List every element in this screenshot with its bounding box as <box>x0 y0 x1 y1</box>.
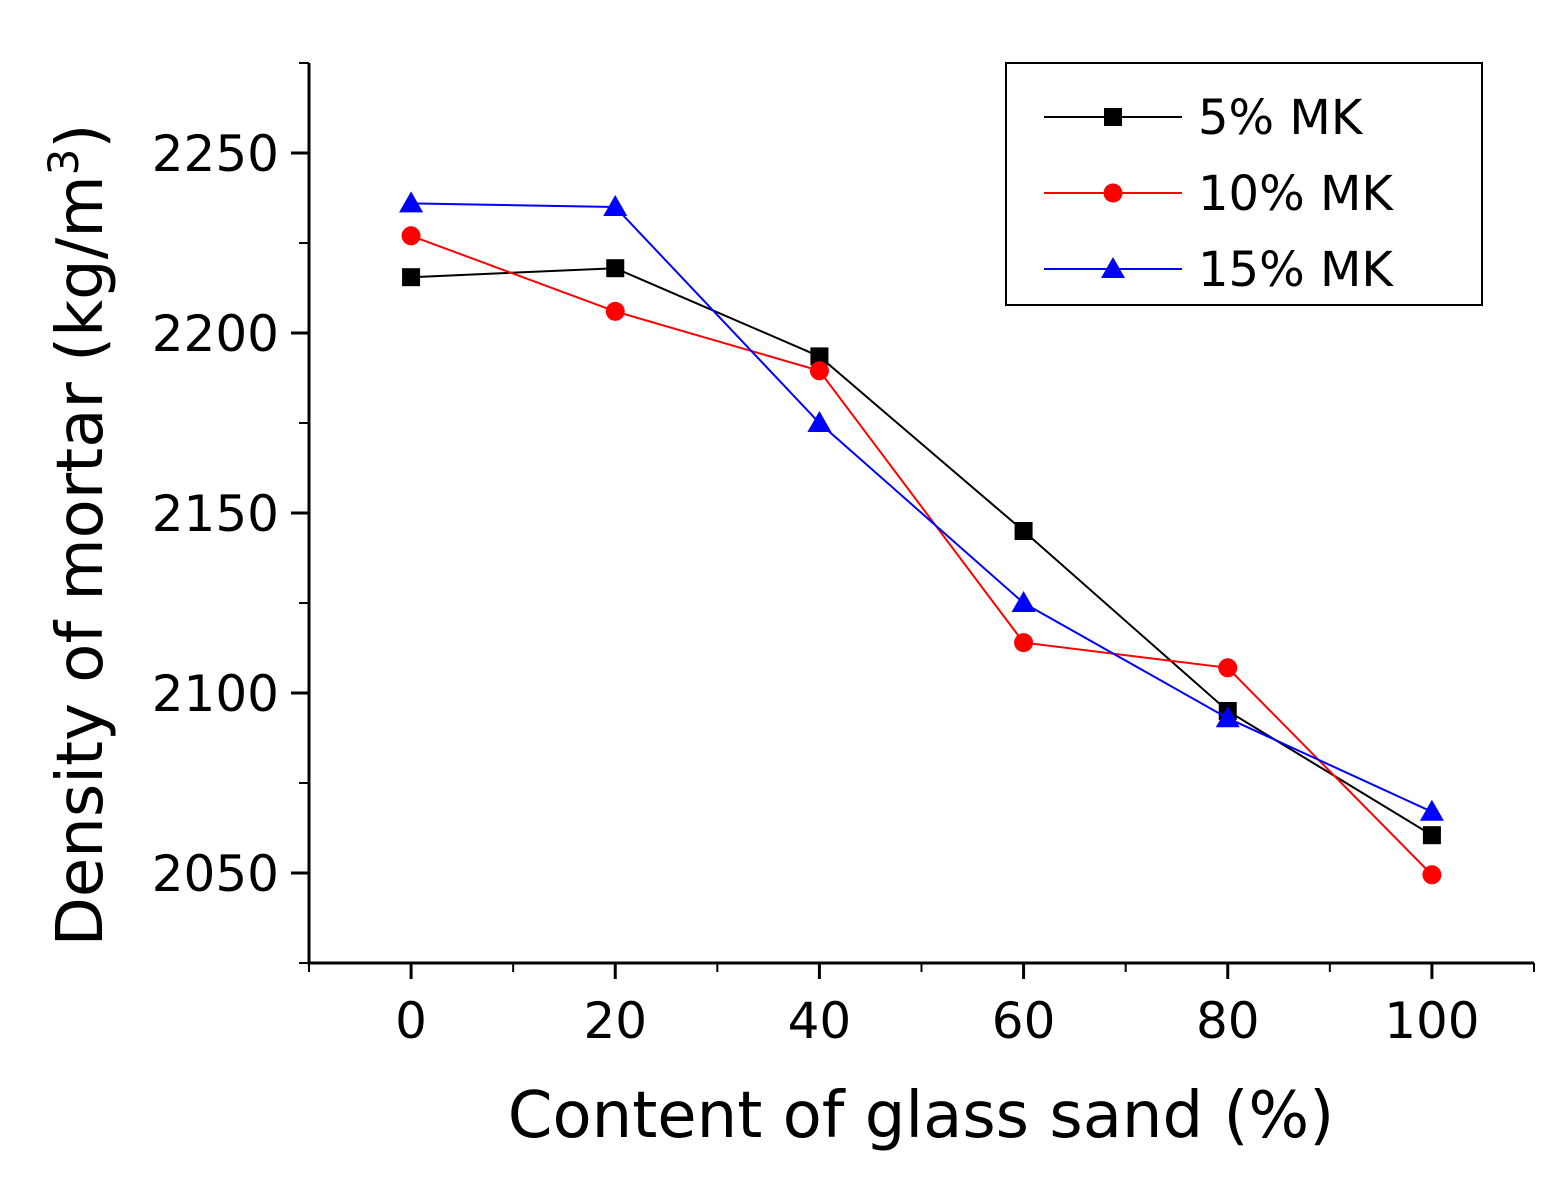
x-tick-label: 60 <box>992 992 1056 1050</box>
y-tick-label: 2050 <box>152 845 279 903</box>
legend-box <box>1005 62 1483 306</box>
x-axis-title: Content of glass sand (%) <box>508 1079 1334 1153</box>
series-line <box>411 267 1433 837</box>
series-3 <box>399 191 1444 821</box>
data-point-triangle <box>399 191 424 213</box>
x-tick-label: 100 <box>1384 992 1479 1050</box>
legend-item: 10% MK <box>1044 166 1394 222</box>
legend-label: 10% MK <box>1198 166 1394 222</box>
series-layer <box>399 191 1444 885</box>
data-point-square <box>606 259 625 278</box>
x-ticks: 0 20 40 60 80 100 <box>308 963 1535 1050</box>
data-point-square <box>1014 522 1033 540</box>
data-point-circle <box>1218 658 1238 678</box>
y-ticks: 2050 2100 2150 2200 2250 <box>152 62 309 964</box>
series-line <box>410 234 1433 876</box>
y-tick-label: 2200 <box>152 305 279 363</box>
y-tick-label: 2250 <box>152 125 279 183</box>
x-tick-label: 20 <box>583 992 647 1050</box>
data-point-triangle <box>603 195 628 216</box>
y-tick-label: 2150 <box>152 485 279 543</box>
data-point-circle <box>1422 865 1442 885</box>
y-axis-title: Density of mortar (kg/m3) <box>39 124 118 947</box>
series-1 <box>402 259 1441 845</box>
legend-items: 5% MK 10% MK 15% MK <box>1044 90 1394 298</box>
data-point-square <box>402 268 421 287</box>
y-axis-title-main: Density of mortar (kg/m <box>44 175 118 946</box>
y-axis-title-superscript: 3 <box>39 149 88 176</box>
y-axis-title-close: ) <box>44 124 118 149</box>
series-2 <box>401 226 1442 885</box>
legend-item: 5% MK <box>1044 90 1364 146</box>
data-point-triangle <box>1215 706 1240 728</box>
data-point-circle <box>605 301 625 321</box>
data-point-circle <box>809 361 829 381</box>
data-point-square <box>1422 826 1441 845</box>
data-point-square <box>810 347 829 366</box>
series-line <box>411 202 1433 813</box>
data-point-triangle <box>1419 799 1444 821</box>
legend: 5% MK 10% MK 15% MK <box>1005 62 1483 306</box>
data-point-triangle <box>807 411 832 432</box>
legend-label: 5% MK <box>1198 90 1364 146</box>
legend-item: 15% MK <box>1044 242 1394 298</box>
axes: 2050 2100 2150 2200 2250 0 20 40 60 80 100 <box>152 62 1535 1050</box>
x-tick-label: 80 <box>1196 992 1260 1050</box>
y-tick-label: 2100 <box>152 665 279 723</box>
legend-label: 15% MK <box>1198 242 1394 298</box>
legend-marker-triangle <box>1101 257 1125 278</box>
legend-marker-circle <box>1103 183 1123 203</box>
legend-marker-square <box>1104 108 1122 126</box>
x-tick-label: 40 <box>788 992 852 1050</box>
data-point-triangle <box>1011 591 1036 612</box>
data-point-circle <box>1014 633 1034 653</box>
x-tick-label: 0 <box>395 992 427 1050</box>
data-point-circle <box>401 226 421 246</box>
